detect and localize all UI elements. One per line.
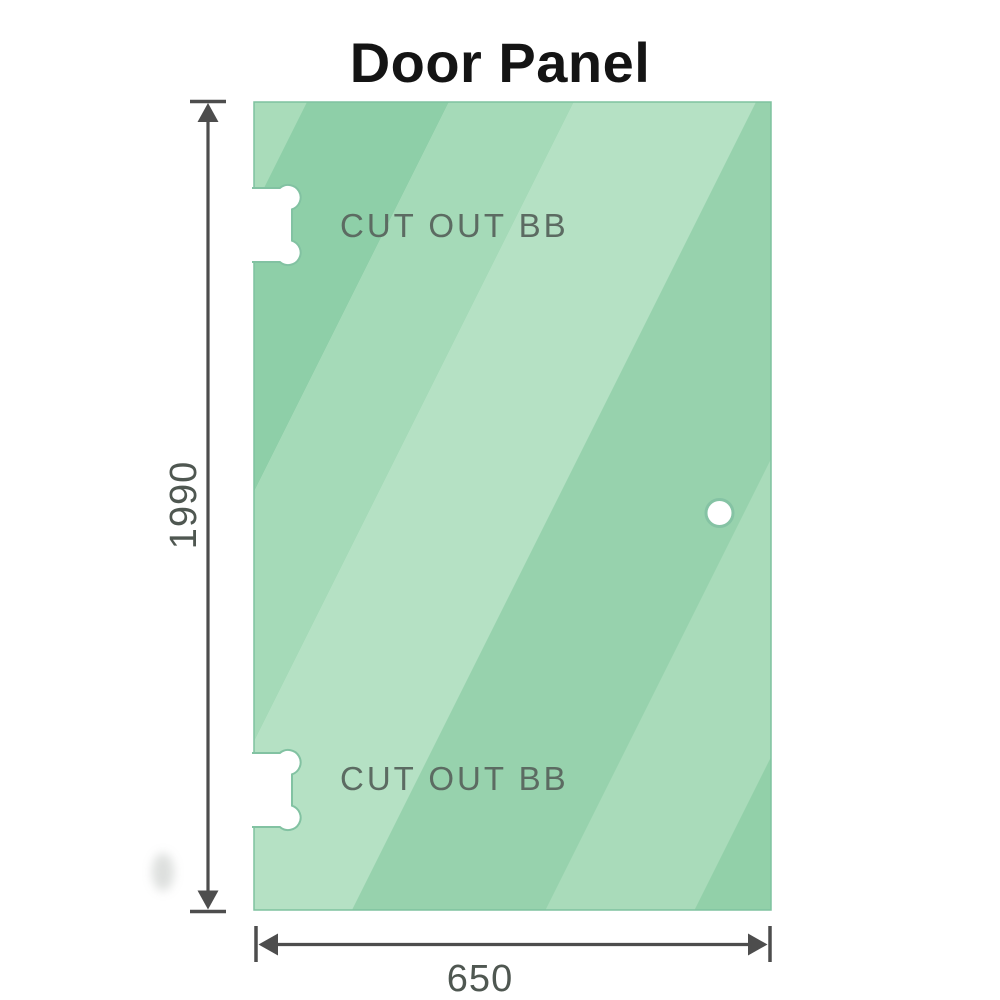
top-cutout-fill bbox=[250, 184, 301, 266]
top-cutout-outline bbox=[252, 183, 302, 267]
handle-hole bbox=[704, 498, 735, 528]
height-dimension-label: 1990 bbox=[163, 461, 205, 550]
bottom-cutout bbox=[250, 748, 302, 832]
width-dimension-right-arrow-icon bbox=[748, 933, 768, 956]
top-cutout bbox=[250, 183, 302, 267]
width-dimension: 650 bbox=[254, 926, 772, 1000]
glass-panel bbox=[253, 101, 772, 911]
top-cutout-label: CUT OUT BB bbox=[340, 207, 569, 244]
height-dimension-up-arrow-icon bbox=[197, 103, 219, 122]
page-title: Door Panel bbox=[350, 31, 651, 94]
width-dimension-label: 650 bbox=[447, 958, 513, 1000]
shadow-artifact bbox=[152, 853, 174, 891]
height-dimension-down-arrow-icon bbox=[197, 890, 219, 910]
bottom-cutout-fill bbox=[250, 749, 301, 831]
width-dimension-left-arrow-icon bbox=[258, 933, 278, 956]
height-dimension: 1990 bbox=[163, 99, 226, 914]
bottom-cutout-label: CUT OUT BB bbox=[340, 760, 569, 797]
bottom-cutout-outline bbox=[252, 748, 302, 832]
